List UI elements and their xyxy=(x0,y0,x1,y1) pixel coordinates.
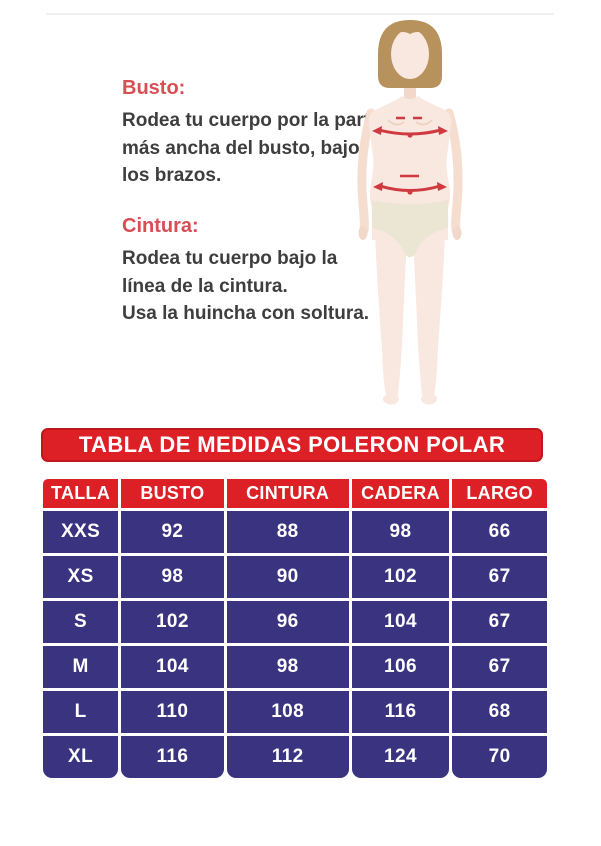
cell-l-largo: 68 xyxy=(452,691,547,733)
underwear xyxy=(372,200,448,258)
cell-m-cintura: 98 xyxy=(226,646,349,688)
left-leg xyxy=(375,232,407,395)
left-hand xyxy=(358,226,368,240)
size-table: TALLA BUSTO CINTURA CADERA LARGO XXS 92 88 98 66 X… xyxy=(43,479,547,778)
bust-heading: Busto: xyxy=(122,77,186,99)
cell-l-cadera: 116 xyxy=(351,691,450,733)
column-header-busto: BUSTO xyxy=(121,479,224,508)
cell-xs-largo: 67 xyxy=(452,556,547,598)
waist-measure-line xyxy=(373,174,447,195)
column-header-cintura: CINTURA xyxy=(226,479,349,508)
bust-measure-line xyxy=(372,116,448,138)
hair-fringe xyxy=(389,21,431,40)
face xyxy=(391,29,429,79)
right-arm xyxy=(444,108,463,235)
bust-contour-right xyxy=(415,119,433,126)
right-leg xyxy=(413,232,445,395)
cell-xxs-largo: 66 xyxy=(452,511,547,553)
cell-xl-cintura: 112 xyxy=(226,736,349,778)
cell-xl-largo: 70 xyxy=(452,736,547,778)
cell-s-busto: 102 xyxy=(121,601,224,643)
bust-instruction-line: más ancha del busto, bajo xyxy=(122,137,360,159)
table-title-bar: TABLA DE MEDIDAS POLERON POLAR xyxy=(41,428,543,462)
cell-xxs-cadera: 98 xyxy=(351,511,450,553)
cell-xl-busto: 116 xyxy=(121,736,224,778)
column-header-cadera: CADERA xyxy=(351,479,450,508)
waist-heading: Cintura: xyxy=(122,215,199,237)
cell-xs-cintura: 90 xyxy=(226,556,349,598)
cell-xxs-cintura: 88 xyxy=(226,511,349,553)
cell-m-cadera: 106 xyxy=(351,646,450,688)
cell-l-talla: L xyxy=(43,691,119,733)
cell-xl-talla: XL xyxy=(43,736,119,778)
bust-instruction-section: Busto: Rodea tu cuerpo por la parte más … xyxy=(122,76,381,190)
cell-xs-talla: XS xyxy=(43,556,119,598)
column-header-largo: LARGO xyxy=(452,479,547,508)
top-edge-artifact xyxy=(46,13,554,15)
cell-xl-cadera: 124 xyxy=(351,736,450,778)
woman-measurement-figure xyxy=(352,14,474,410)
right-hand xyxy=(452,226,462,240)
left-arm xyxy=(357,108,376,235)
bust-instruction-line: Rodea tu cuerpo por la parte xyxy=(122,110,381,131)
left-foot xyxy=(383,393,399,405)
cell-xxs-talla: XXS xyxy=(43,511,119,553)
cell-xs-cadera: 102 xyxy=(351,556,450,598)
right-foot xyxy=(421,393,437,405)
cell-m-talla: M xyxy=(43,646,119,688)
cell-m-largo: 67 xyxy=(452,646,547,688)
cell-m-busto: 104 xyxy=(121,646,224,688)
cell-l-busto: 110 xyxy=(121,691,224,733)
bust-instruction-line: los brazos. xyxy=(122,165,222,186)
cell-l-cintura: 108 xyxy=(226,691,349,733)
waist-instruction-line: Usa la huincha con soltura. xyxy=(122,303,370,324)
waist-instruction-line: línea de la cintura. xyxy=(122,275,288,297)
column-header-talla: TALLA xyxy=(43,479,119,508)
cell-xxs-busto: 92 xyxy=(121,511,224,553)
cell-s-cadera: 104 xyxy=(351,601,450,643)
table-title-text: TABLA DE MEDIDAS POLERON POLAR xyxy=(78,432,506,457)
cell-s-cintura: 96 xyxy=(226,601,349,643)
waist-instruction-line: Rodea tu cuerpo bajo la xyxy=(122,248,338,269)
cell-s-largo: 67 xyxy=(452,601,547,643)
woman-figure-illustration xyxy=(357,20,463,405)
bust-contour-left xyxy=(387,119,405,126)
waist-instruction-section: Cintura: Rodea tu cuerpo bajo la línea d… xyxy=(122,214,369,328)
cell-s-talla: S xyxy=(43,601,119,643)
cell-xs-busto: 98 xyxy=(121,556,224,598)
